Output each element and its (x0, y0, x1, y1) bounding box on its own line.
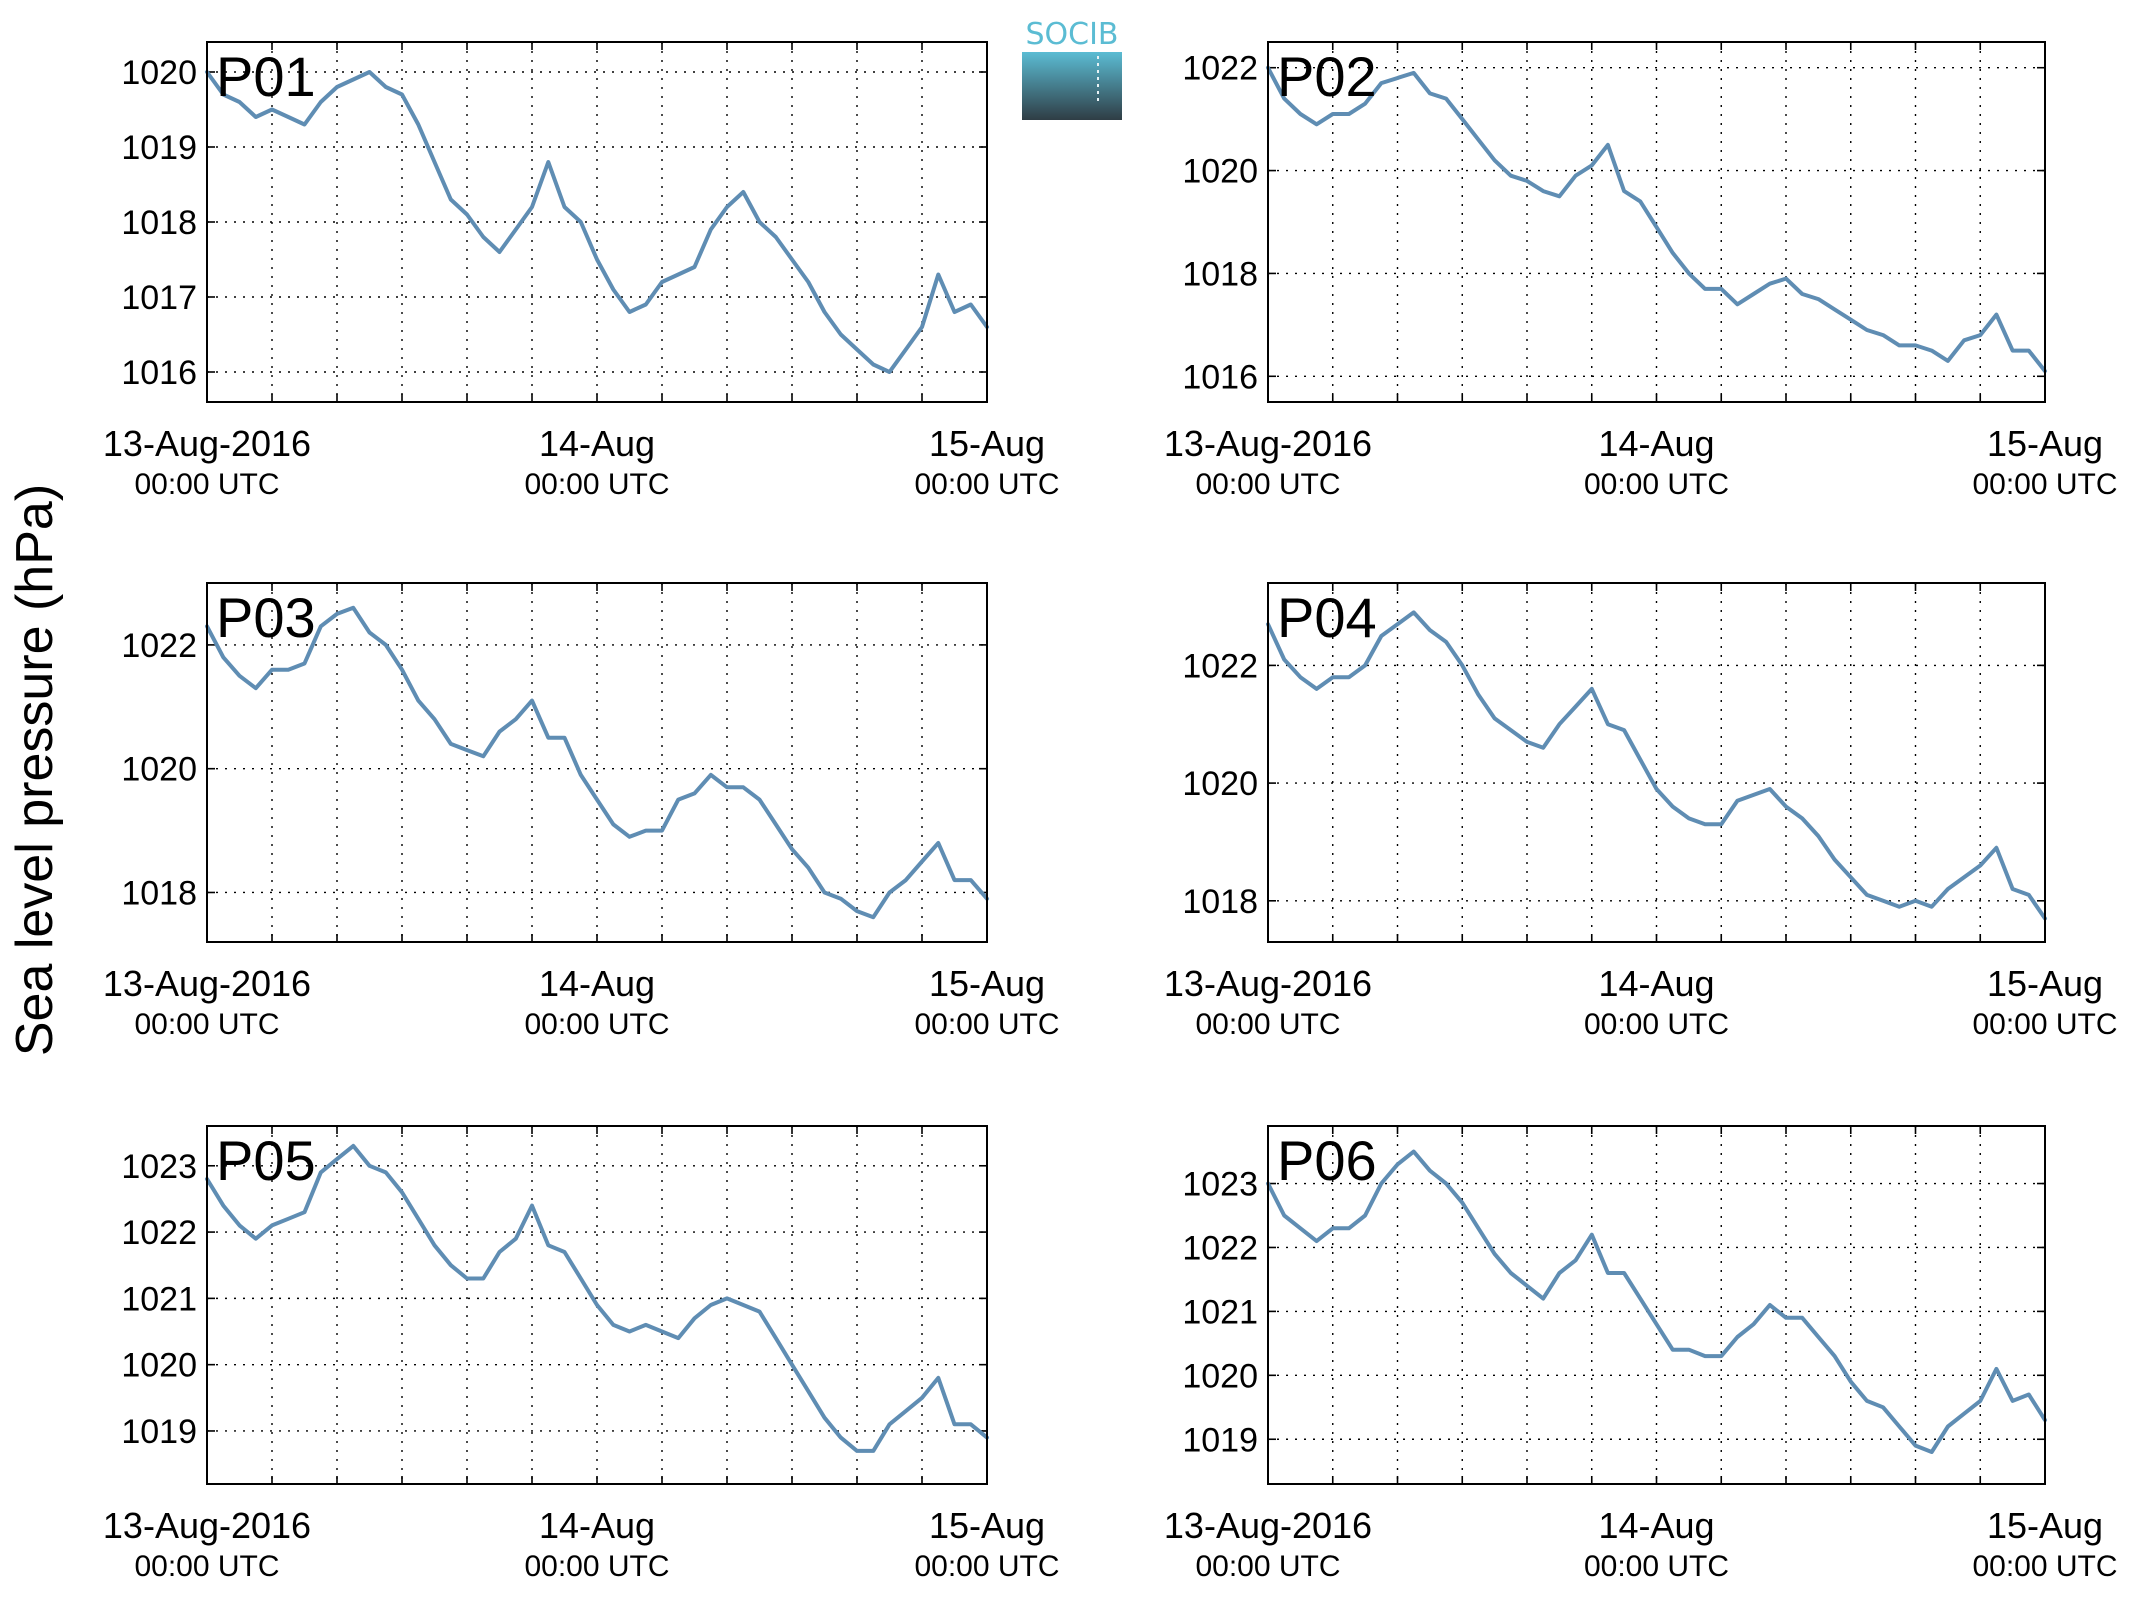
x-tick-label-date: 13-Aug-2016 (103, 963, 311, 1004)
y-tick-label: 1020 (121, 1347, 197, 1385)
panel-p02: 1016 1018 1020 1022 13-Aug-2016 00:00 UTC 14-A… (1164, 41, 2118, 501)
x-tick-label-time: 00:00 UTC (1972, 1550, 2117, 1583)
axes-box (206, 41, 988, 403)
y-tick-label: 1018 (121, 874, 197, 912)
y-tick-label: 1022 (1182, 50, 1258, 88)
x-tick-label-time: 00:00 UTC (134, 468, 279, 501)
y-axis-label: Sea level pressure (hPa) (6, 484, 64, 1056)
series-line (205, 70, 989, 374)
y-tick-label: 1018 (121, 204, 197, 242)
y-tick-label: 1020 (121, 751, 197, 789)
x-tick-label-time: 00:00 UTC (914, 1008, 1059, 1041)
y-tick-label: 1017 (121, 279, 197, 317)
axes-box (206, 1125, 988, 1485)
x-tick-label-date: 15-Aug (929, 963, 1045, 1004)
y-tick-label: 1016 (121, 354, 197, 392)
panel-grid: 1016 1017 1018 1019 1020 13-Aug-2016 00:00 UTC… (103, 41, 2118, 1583)
y-tick-label: 1020 (1182, 153, 1258, 191)
panel-label: P02 (1277, 45, 1377, 108)
series-line (205, 1143, 989, 1453)
y-tick-label: 1019 (1182, 1421, 1258, 1459)
x-tick-label-date: 14-Aug (1598, 963, 1714, 1004)
series-line (1266, 1149, 2047, 1454)
y-tick-label: 1022 (1182, 647, 1258, 685)
panel-label: P01 (216, 45, 316, 108)
y-tick-label: 1023 (1182, 1166, 1258, 1204)
x-tick-label-time: 00:00 UTC (1972, 468, 2117, 501)
y-tick-label: 1021 (121, 1280, 197, 1318)
y-tick-label: 1020 (1182, 765, 1258, 803)
y-tick-label: 1020 (121, 54, 197, 92)
x-tick-label-date: 14-Aug (539, 963, 655, 1004)
x-tick-label-date: 15-Aug (1987, 1505, 2103, 1546)
x-tick-label-date: 13-Aug-2016 (103, 423, 311, 464)
x-tick-label-date: 13-Aug-2016 (1164, 1505, 1372, 1546)
x-tick-label-time: 00:00 UTC (1584, 468, 1729, 501)
x-tick-label-date: 14-Aug (539, 1505, 655, 1546)
panel-p06: 1019 1020 1021 1022 1023 13-Aug-2016 00:00 UTC… (1164, 1125, 2118, 1583)
x-tick-label-time: 00:00 UTC (914, 1550, 1059, 1583)
panel-p01: 1016 1017 1018 1019 1020 13-Aug-2016 00:00 UTC… (103, 41, 1060, 501)
x-tick-label-date: 13-Aug-2016 (1164, 963, 1372, 1004)
axes-box (1267, 1125, 2046, 1485)
x-tick-label-date: 15-Aug (929, 1505, 1045, 1546)
x-tick-label-time: 00:00 UTC (1195, 468, 1340, 501)
x-tick-label-time: 00:00 UTC (524, 468, 669, 501)
panel-p05: 1019 1020 1021 1022 1023 13-Aug-2016 00:00 UTC… (103, 1125, 1060, 1583)
panel-p04: 1018 1020 1022 13-Aug-2016 00:00 UTC 14-Aug 00… (1164, 582, 2118, 1041)
logo-text: SOCIB (1025, 17, 1118, 52)
series-line (1266, 610, 2047, 921)
axes-box (1267, 582, 2046, 943)
x-tick-label-time: 00:00 UTC (1195, 1550, 1340, 1583)
x-tick-label-date: 14-Aug (1598, 423, 1714, 464)
panel-p03: 1018 1020 1022 13-Aug-2016 00:00 UTC 14-Aug 00… (103, 582, 1060, 1041)
socib-logo: SOCIB (1022, 17, 1122, 120)
y-tick-label: 1018 (1182, 255, 1258, 293)
y-tick-label: 1022 (1182, 1229, 1258, 1267)
y-tick-label: 1021 (1182, 1293, 1258, 1331)
x-tick-label-time: 00:00 UTC (1972, 1008, 2117, 1041)
y-tick-label: 1019 (121, 129, 197, 167)
x-tick-label-time: 00:00 UTC (1195, 1008, 1340, 1041)
y-tick-label: 1018 (1182, 883, 1258, 921)
x-tick-label-date: 14-Aug (539, 423, 655, 464)
series-line (1266, 65, 2047, 374)
y-tick-label: 1019 (121, 1413, 197, 1451)
x-tick-label-time: 00:00 UTC (1584, 1008, 1729, 1041)
x-tick-label-date: 13-Aug-2016 (103, 1505, 311, 1546)
y-tick-label: 1022 (121, 627, 197, 665)
x-tick-label-date: 14-Aug (1598, 1505, 1714, 1546)
axes-box (1267, 41, 2046, 403)
axes-box (206, 582, 988, 943)
y-tick-label: 1023 (121, 1148, 197, 1186)
panel-label: P04 (1277, 586, 1377, 649)
x-tick-label-time: 00:00 UTC (1584, 1550, 1729, 1583)
x-tick-label-time: 00:00 UTC (524, 1550, 669, 1583)
y-tick-label: 1020 (1182, 1357, 1258, 1395)
y-tick-label: 1016 (1182, 358, 1258, 396)
x-tick-label-date: 15-Aug (1987, 963, 2103, 1004)
panel-label: P06 (1277, 1129, 1377, 1192)
y-tick-label: 1022 (121, 1214, 197, 1252)
x-tick-label-time: 00:00 UTC (524, 1008, 669, 1041)
logo-mark (1022, 52, 1122, 120)
panel-label: P05 (216, 1129, 316, 1192)
panel-label: P03 (216, 586, 316, 649)
x-tick-label-date: 15-Aug (929, 423, 1045, 464)
x-tick-label-date: 13-Aug-2016 (1164, 423, 1372, 464)
x-tick-label-time: 00:00 UTC (134, 1008, 279, 1041)
x-tick-label-date: 15-Aug (1987, 423, 2103, 464)
x-tick-label-time: 00:00 UTC (914, 468, 1059, 501)
series-line (205, 605, 989, 920)
x-tick-label-time: 00:00 UTC (134, 1550, 279, 1583)
